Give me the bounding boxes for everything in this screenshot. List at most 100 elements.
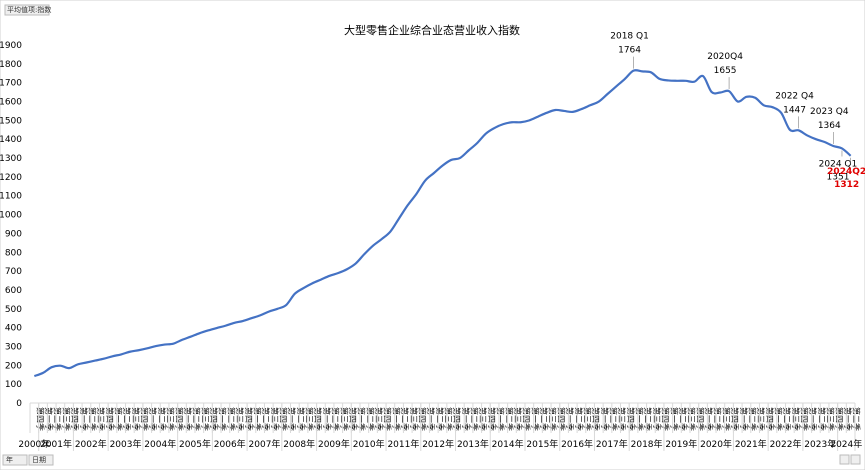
x-tick-label: 第一季 xyxy=(530,407,540,431)
x-tick-label: 第四季 xyxy=(244,407,254,431)
chart-title: 大型零售企业综合业态营业收入指数 xyxy=(344,23,520,37)
year-label: 2015年 xyxy=(526,438,558,450)
x-tick-label: 第三季 xyxy=(617,407,627,431)
x-tick-label: 第二季 xyxy=(400,407,410,431)
x-tick-label: 第二季 xyxy=(87,407,97,431)
y-tick-label: 1300 xyxy=(0,154,22,164)
x-tick-label: 第一季 xyxy=(114,407,124,431)
x-tick-label: 第一季 xyxy=(808,407,818,431)
x-tick-label: 第二季 xyxy=(192,407,202,431)
x-tick-label: 第四季 xyxy=(730,407,740,431)
y-tick-label: 700 xyxy=(5,267,22,277)
x-tick-label: 第二季 xyxy=(157,407,167,431)
x-tick-label: 第四季 xyxy=(140,407,150,431)
year-label: 2020年 xyxy=(700,438,732,450)
year-label: 2018年 xyxy=(631,438,663,450)
y-tick-label: 1700 xyxy=(0,79,22,89)
x-tick-label: 第一季 xyxy=(600,407,610,431)
x-tick-label: 第三季 xyxy=(200,407,210,431)
year-label: 2005年 xyxy=(179,438,211,450)
x-tick-label: 第三季 xyxy=(61,407,71,431)
x-tick-label: 第一季 xyxy=(461,407,471,431)
x-tick-label: 第一季 xyxy=(44,407,54,431)
x-tick-label: 第四季 xyxy=(661,407,671,431)
x-tick-label: 第二季 xyxy=(53,407,63,431)
annotation-value: 1447 xyxy=(783,105,806,115)
x-tick-label: 第一季 xyxy=(287,407,297,431)
year-label: 2014年 xyxy=(492,438,524,450)
x-tick-label: 第三季 xyxy=(756,407,766,431)
year-label: 2023年 xyxy=(804,438,836,450)
x-tick-label: 第二季 xyxy=(331,407,341,431)
x-tick-label: 第二季 xyxy=(296,407,306,431)
annotation-label: 2018 Q1 xyxy=(610,32,649,42)
x-tick-label: 第二季 xyxy=(852,407,862,431)
field-button-label: 平均值项:指数 xyxy=(7,5,51,14)
y-tick-label: 1500 xyxy=(0,116,22,126)
y-tick-label: 1200 xyxy=(0,173,22,183)
field-button[interactable] xyxy=(4,4,50,16)
y-tick-label: 200 xyxy=(5,361,22,371)
x-tick-label: 第四季 xyxy=(452,407,462,431)
x-tick-label: 第一季 xyxy=(426,407,436,431)
x-tick-label: 第三季 xyxy=(235,407,245,431)
filter-date[interactable] xyxy=(28,454,54,466)
annotation-label: 2024 Q1 xyxy=(819,159,858,169)
year-label: 2001年 xyxy=(40,438,72,450)
x-tick-label: 第一季 xyxy=(669,407,679,431)
x-tick-label: 第三季 xyxy=(444,407,454,431)
x-tick-label: 第三季 xyxy=(513,407,523,431)
y-tick-label: 900 xyxy=(5,229,22,239)
x-tick-label: 第二季 xyxy=(504,407,514,431)
expand-button[interactable] xyxy=(839,454,850,465)
x-tick-label: 第二季 xyxy=(539,407,549,431)
annotation-label: 2020Q4 xyxy=(707,52,743,62)
y-tick-label: 1000 xyxy=(0,211,22,221)
x-tick-label: 第二季 xyxy=(782,407,792,431)
y-tick-label: 100 xyxy=(5,380,22,390)
x-tick-label: 第四季 xyxy=(70,407,80,431)
year-label: 2012年 xyxy=(422,438,454,450)
x-tick-label: 第四季 xyxy=(800,407,810,431)
annotation-label: 2022 Q4 xyxy=(775,91,814,101)
year-label: 2007年 xyxy=(249,438,281,450)
x-tick-label: 第四季 xyxy=(35,407,45,431)
year-label: 2017年 xyxy=(596,438,628,450)
y-tick-label: 0 xyxy=(16,399,22,409)
year-label: 2022年 xyxy=(770,438,802,450)
x-tick-label: 第二季 xyxy=(713,407,723,431)
x-tick-label: 第一季 xyxy=(774,407,784,431)
x-tick-label: 第一季 xyxy=(79,407,89,431)
annotation-value: 1351 xyxy=(827,172,850,182)
y-tick-label: 1100 xyxy=(0,192,22,202)
x-tick-label: 第四季 xyxy=(105,407,115,431)
y-tick-label: 1900 xyxy=(0,41,22,51)
x-tick-label: 第四季 xyxy=(313,407,323,431)
year-label: 2000年 xyxy=(18,438,50,450)
y-tick-label: 600 xyxy=(5,286,22,296)
x-tick-label: 第一季 xyxy=(496,407,506,431)
filter-date-label: 日期 xyxy=(32,456,46,464)
x-tick-label: 第三季 xyxy=(582,407,592,431)
data-line xyxy=(33,69,852,378)
year-label: 2006年 xyxy=(214,438,246,450)
y-tick-label: 1400 xyxy=(0,135,22,145)
x-tick-label: 第二季 xyxy=(261,407,271,431)
x-tick-label: 第三季 xyxy=(96,407,106,431)
annotation-label: 2023 Q4 xyxy=(810,107,849,117)
filter-year[interactable] xyxy=(2,454,28,466)
x-tick-label: 第二季 xyxy=(435,407,445,431)
year-label: 2003年 xyxy=(110,438,142,450)
x-tick-label: 第二季 xyxy=(678,407,688,431)
x-tick-label: 第三季 xyxy=(826,407,836,431)
x-tick-label: 第二季 xyxy=(817,407,827,431)
annotation-value: 1655 xyxy=(714,66,737,76)
annotation-value: 1312 xyxy=(834,180,859,190)
x-tick-label: 第四季 xyxy=(383,407,393,431)
collapse-button[interactable] xyxy=(850,454,861,465)
x-tick-label: 第三季 xyxy=(652,407,662,431)
y-tick-label: 1600 xyxy=(0,98,22,108)
x-tick-label: 第一季 xyxy=(565,407,575,431)
x-tick-label: 第四季 xyxy=(487,407,497,431)
